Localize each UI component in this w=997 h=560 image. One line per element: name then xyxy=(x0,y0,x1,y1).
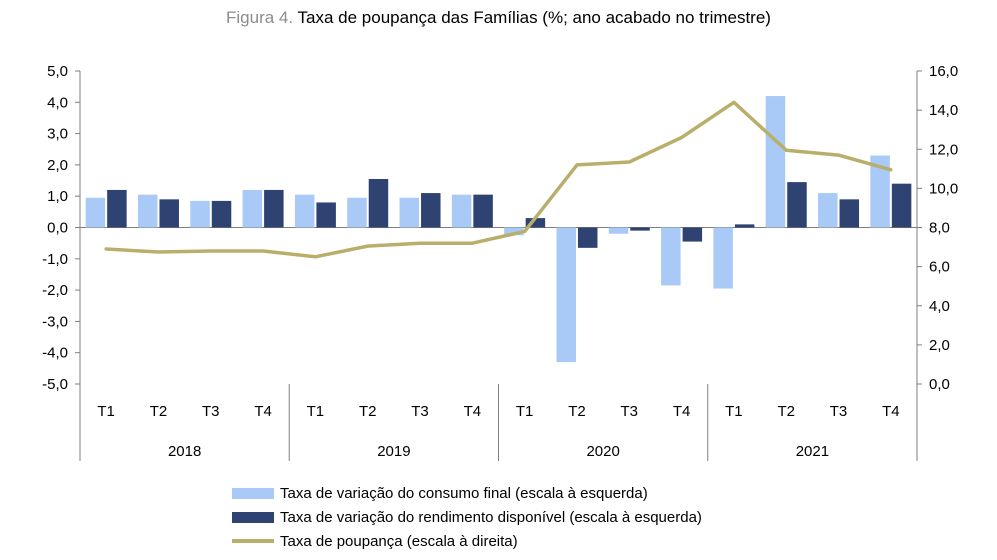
legend-swatch-consumo xyxy=(232,487,274,499)
right-tick-label: 4,0 xyxy=(929,298,950,315)
legend: Taxa de variação do consumo final (escal… xyxy=(232,481,702,553)
year-label: 2018 xyxy=(168,443,201,460)
bar-consumo xyxy=(504,227,524,236)
quarter-label: T3 xyxy=(621,403,639,420)
bar-rendimento xyxy=(682,227,703,242)
bar-consumo xyxy=(294,194,315,228)
bar-rendimento xyxy=(473,194,493,228)
quarter-label: T2 xyxy=(359,403,377,420)
year-label: 2020 xyxy=(586,443,619,460)
bar-consumo xyxy=(242,189,263,228)
quarter-label: T3 xyxy=(202,403,220,420)
quarter-label: T4 xyxy=(464,403,482,420)
bar-consumo xyxy=(190,200,210,228)
left-tick-label: 1,0 xyxy=(47,188,68,205)
left-tick-label: -1,0 xyxy=(42,251,68,268)
legend-swatch-rendimento xyxy=(232,511,274,523)
bar-rendimento xyxy=(264,189,284,228)
quarter-label: T3 xyxy=(830,403,848,420)
bar-rendimento xyxy=(316,202,336,228)
bar-consumo xyxy=(137,194,158,228)
bar-rendimento xyxy=(211,200,232,228)
right-tick-label: 2,0 xyxy=(929,337,950,354)
bar-rendimento xyxy=(577,227,598,248)
figure-label: Figura 4. xyxy=(226,8,294,27)
bar-consumo xyxy=(399,197,420,228)
bar-consumo xyxy=(870,155,890,228)
year-label: 2019 xyxy=(377,443,410,460)
legend-label-poupanca: Taxa de poupança (escala à direita) xyxy=(280,532,518,550)
savings-line xyxy=(104,100,893,259)
bar-rendimento xyxy=(421,193,441,228)
bar-rendimento xyxy=(630,227,650,231)
chart-area: 5,0 4,0 3,0 2,0 1,0 0,0 -1,0 -2,0 -3,0 -4,0 -5,0 1… xyxy=(42,63,958,461)
bar-consumo xyxy=(818,193,838,228)
bar-rendimento xyxy=(159,199,179,228)
bar-rendimento xyxy=(839,199,860,228)
bars xyxy=(85,96,912,363)
right-tick-label: 0,0 xyxy=(929,376,950,393)
chart-title: Figura 4. Taxa de poupança das Famílias … xyxy=(0,8,997,28)
legend-item-consumo: Taxa de variação do consumo final (escal… xyxy=(232,481,702,505)
bar-rendimento xyxy=(525,218,546,228)
left-tick-label: 2,0 xyxy=(47,157,68,174)
legend-label-consumo: Taxa de variação do consumo final (escal… xyxy=(280,484,648,502)
quarter-label: T1 xyxy=(516,403,534,420)
bar-consumo xyxy=(765,96,786,228)
bar-consumo xyxy=(347,197,367,228)
left-tick-label: -3,0 xyxy=(42,313,68,330)
bar-consumo xyxy=(85,197,106,228)
bar-consumo xyxy=(608,227,629,234)
bar-rendimento xyxy=(734,224,755,228)
quarter-label: T1 xyxy=(97,403,115,420)
quarter-label: T3 xyxy=(411,403,429,420)
left-tick-label: -4,0 xyxy=(42,345,68,362)
year-label: 2021 xyxy=(796,443,829,460)
bar-rendimento xyxy=(107,189,127,228)
legend-item-rendimento: Taxa de variação do rendimento disponíve… xyxy=(232,505,702,529)
bar-consumo xyxy=(661,227,681,286)
right-tick-label: 8,0 xyxy=(929,220,950,237)
bar-consumo xyxy=(556,227,576,363)
left-tick-label: -2,0 xyxy=(42,282,68,299)
right-tick-label: 6,0 xyxy=(929,259,950,276)
bar-consumo xyxy=(451,194,472,228)
right-tick-label: 12,0 xyxy=(929,141,958,158)
left-tick-label: 3,0 xyxy=(47,126,68,143)
legend-label-rendimento: Taxa de variação do rendimento disponíve… xyxy=(280,508,702,526)
bar-rendimento xyxy=(891,183,912,228)
left-tick-label: 0,0 xyxy=(47,220,68,237)
quarter-label: T4 xyxy=(673,403,691,420)
right-tick-label: 10,0 xyxy=(929,180,958,197)
bar-rendimento xyxy=(787,182,807,228)
quarter-label: T4 xyxy=(254,403,272,420)
x-axis: T1 T2 T3 T4 T1 T2 T3 T4 T1 T2 T3 T4 T1 T2 T3 T4 2018 2019… xyxy=(97,384,918,461)
line-poupanca xyxy=(104,100,893,259)
right-tick-label: 16,0 xyxy=(929,63,958,80)
right-axis: 16,0 14,0 12,0 10,0 8,0 6,0 4,0 2,0 0,0 xyxy=(916,63,958,393)
left-axis: 5,0 4,0 3,0 2,0 1,0 0,0 -1,0 -2,0 -3,0 -4,0 -5,0 xyxy=(42,63,917,461)
quarter-label: T1 xyxy=(725,403,743,420)
quarter-label: T1 xyxy=(307,403,325,420)
quarter-label: T2 xyxy=(777,403,795,420)
quarter-label: T2 xyxy=(568,403,586,420)
bar-rendimento xyxy=(368,178,389,228)
legend-item-poupanca: Taxa de poupança (escala à direita) xyxy=(232,529,702,553)
chart-title-text: Taxa de poupança das Famílias (%; ano ac… xyxy=(297,8,771,27)
left-tick-label: -5,0 xyxy=(42,376,68,393)
bar-consumo xyxy=(713,227,733,289)
right-tick-label: 14,0 xyxy=(929,102,958,119)
quarter-label: T2 xyxy=(150,403,168,420)
left-tick-label: 5,0 xyxy=(47,63,68,80)
quarter-label: T4 xyxy=(882,403,900,420)
legend-swatch-poupanca xyxy=(232,539,274,543)
left-tick-label: 4,0 xyxy=(47,94,68,111)
